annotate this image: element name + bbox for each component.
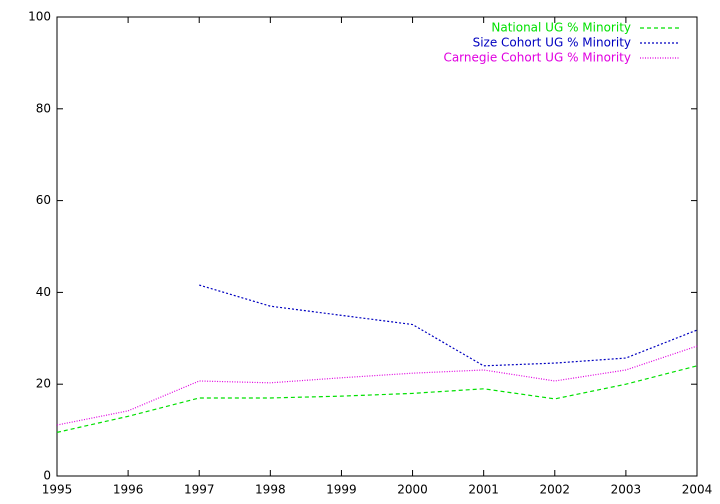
y-tick-label: 0 [43,469,51,483]
series-line [56,345,698,426]
y-tick-label: 20 [36,377,51,391]
legend-label: Carnegie Cohort UG % Minority [443,51,631,65]
x-tick-label: 2001 [468,483,499,497]
legend-label: Size Cohort UG % Minority [473,36,631,50]
y-tick-label: 40 [36,285,51,299]
y-tick-label: 100 [28,10,51,24]
legend-label: National UG % Minority [491,21,631,35]
plot-frame [56,16,698,477]
x-tick-label: 2004 [682,483,713,497]
x-tick-label: 1999 [326,483,357,497]
x-tick-label: 1998 [255,483,286,497]
series-line [199,284,698,367]
x-tick-label: 1995 [42,483,73,497]
y-tick-label: 60 [36,193,51,207]
x-tick-label: 1997 [184,483,215,497]
x-tick-label: 2003 [611,483,642,497]
x-tick-label: 2002 [540,483,571,497]
x-tick-label: 2000 [397,483,428,497]
series-line [56,365,698,433]
x-tick-label: 1996 [113,483,144,497]
y-tick-label: 80 [36,101,51,115]
